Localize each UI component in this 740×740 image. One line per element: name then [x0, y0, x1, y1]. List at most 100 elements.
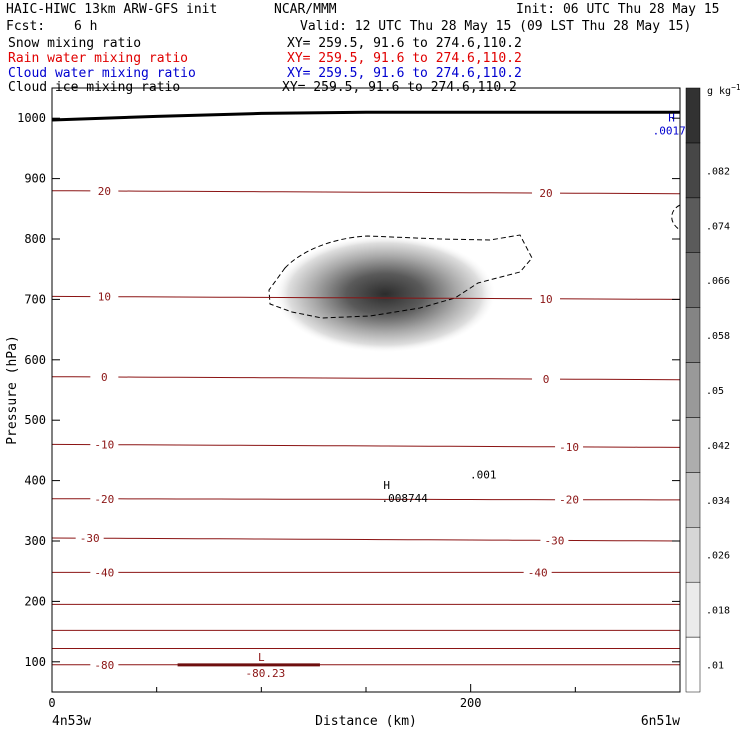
snow-shading [275, 236, 495, 352]
y-tick-label: 500 [24, 413, 46, 427]
y-tick-label: 200 [24, 594, 46, 608]
field-cloudice-xy: XY= 259.5, 91.6 to 274.6,110.2 [282, 80, 517, 95]
colorbar-band [685, 197, 701, 253]
cloud-water-max-marker: H [668, 111, 675, 124]
isotherm-line [51, 443, 681, 448]
isotherm-label: 10 [98, 291, 111, 304]
y-tick-label: 1000 [17, 111, 46, 125]
isotherm-label: 0 [543, 373, 550, 386]
cloud-ice-contour-edge [671, 204, 681, 231]
cloud-ice-contour [268, 234, 533, 319]
y-tick-label: 700 [24, 292, 46, 306]
y-tick-label: 100 [24, 655, 46, 669]
isotherm-label: -80 [94, 659, 114, 672]
model-title: HAIC-HIWC 13km ARW-GFS init [6, 2, 218, 17]
x-endpoint-right: 6n51w [641, 714, 680, 729]
fcst-label: Fcst: [6, 19, 46, 34]
isotherm-label-bg [75, 532, 104, 544]
field-cloudwater-xy: XY= 259.5, 91.6 to 274.6,110.2 [287, 66, 522, 81]
plot-frame [51, 87, 681, 693]
field-snow-xy: XY= 259.5, 91.6 to 274.6,110.2 [287, 36, 522, 51]
isotherm-label: -10 [94, 439, 114, 452]
x-endpoint-left: 4n53w [52, 714, 91, 729]
isotherm-label-bg [90, 492, 119, 504]
x-axis-label: Distance (km) [315, 714, 417, 729]
colorbar-band [685, 636, 701, 693]
y-tick-label: 800 [24, 232, 46, 246]
colorbar-band [685, 307, 701, 363]
y-tick-label: 300 [24, 534, 46, 548]
field-rain-xy: XY= 259.5, 91.6 to 274.6,110.2 [287, 51, 522, 66]
isotherm-line [51, 537, 681, 542]
colorbar-band [685, 362, 701, 418]
isotherm-label-bg [90, 290, 119, 302]
colorbar-band [685, 581, 701, 638]
snow-max-marker: H [383, 479, 390, 492]
x-tick-label: 0 [48, 696, 55, 710]
temp-min-marker: L [258, 651, 265, 664]
isotherm-label-bg [555, 493, 584, 505]
isotherm-label-bg [523, 566, 552, 578]
isotherm-label-bg [540, 534, 569, 546]
y-axis-label: Pressure (hPa) [5, 335, 20, 445]
cloud-water-max-value: .00176 [653, 124, 693, 137]
colorbar-label: .05 [706, 386, 724, 397]
temp-min-value: -80.23 [245, 667, 285, 680]
x-tick-label: 200 [460, 696, 482, 710]
colorbar-units: g kg−1 [707, 83, 740, 97]
isotherm-label-bg [532, 187, 561, 199]
isotherm-line [51, 190, 681, 195]
isotherm-label: -40 [94, 566, 114, 579]
isotherm-label: -40 [528, 566, 548, 579]
colorbar-band [685, 417, 701, 473]
y-tick-label: 900 [24, 172, 46, 186]
center-label: NCAR/MMM [274, 2, 337, 17]
isotherm-label-bg [555, 440, 584, 452]
colorbar-label: .034 [706, 496, 730, 507]
isotherm-label-bg [90, 658, 119, 670]
isotherm-label: 10 [539, 293, 552, 306]
isotherm-label: -20 [94, 493, 114, 506]
isotherm-label-bg [90, 438, 119, 450]
isotherm-label: -30 [544, 534, 564, 547]
colorbar-band [685, 252, 701, 308]
y-tick-label: 600 [24, 353, 46, 367]
colorbar-label: .082 [706, 166, 730, 177]
isotherm-line [51, 498, 680, 501]
isotherm-label-bg [90, 370, 119, 382]
init-time: Init: 06 UTC Thu 28 May 15 [516, 2, 720, 17]
colorbar-label: .01 [706, 661, 724, 672]
snow-contour-label: .001 [470, 469, 497, 482]
colorbar-label: .058 [706, 331, 730, 342]
valid-time: Valid: 12 UTC Thu 28 May 15 (09 LST Thu … [300, 19, 692, 34]
colorbar-band [685, 87, 701, 144]
colorbar-band [685, 142, 701, 199]
isotherm-label-bg [532, 292, 561, 304]
isotherm-label-bg [532, 373, 561, 385]
field-cloudwater-name: Cloud water mixing ratio [8, 66, 196, 81]
colorbar-label: .042 [706, 441, 730, 452]
field-snow-name: Snow mixing ratio [8, 36, 142, 51]
isotherm-label: 0 [101, 371, 108, 384]
isotherm-label: 20 [98, 185, 111, 198]
isotherm-label: -20 [559, 494, 579, 507]
colorbar-label: .074 [706, 221, 730, 232]
colorbar-label: .018 [706, 606, 730, 617]
colorbar-label: .066 [706, 276, 730, 287]
isotherm-label: -10 [559, 441, 579, 454]
isotherm-label-bg [90, 566, 119, 578]
y-tick-label: 400 [24, 474, 46, 488]
snow-max-value: .008744 [381, 492, 428, 505]
isotherm-label: -30 [80, 532, 100, 545]
colorbar-band [685, 527, 701, 583]
colorbar-band [685, 472, 701, 528]
isotherm-line [51, 295, 681, 300]
isotherm-label-bg [90, 184, 119, 196]
field-rain-name: Rain water mixing ratio [8, 51, 189, 66]
fcst-value: 6 h [74, 19, 98, 34]
isotherm-label: 20 [539, 187, 552, 200]
terrain-line [51, 110, 680, 122]
colorbar-label: .026 [706, 551, 730, 562]
isotherm-line [51, 376, 681, 381]
